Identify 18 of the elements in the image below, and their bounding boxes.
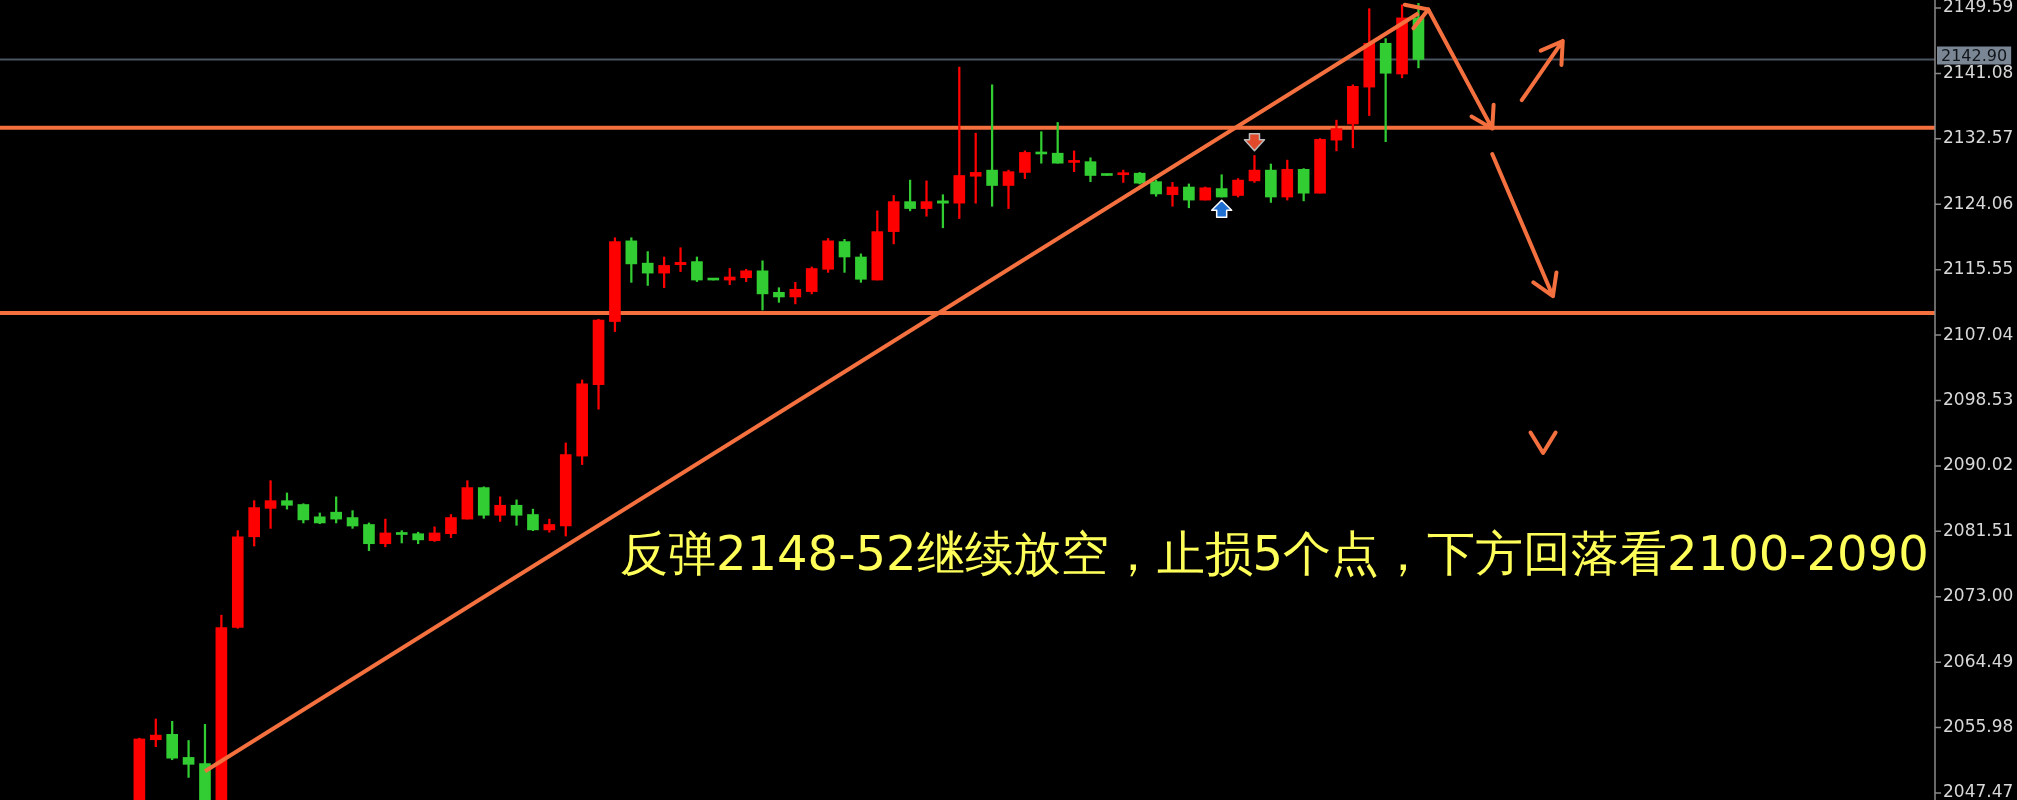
y-tick-label: 2047.47 [1943,781,2014,800]
candlestick [182,740,195,778]
y-tick-label: 2124.06 [1943,192,2014,213]
y-tick-label: 2073.00 [1943,585,2014,606]
y-tick-label: 2149.59 [1943,0,2014,17]
y-tick-label: 2064.49 [1943,650,2014,671]
y-tick-label: 2132.57 [1943,127,2014,148]
y-tick-label: 2090.02 [1943,454,2014,475]
candlestick [920,180,933,217]
y-tick-label: 2055.98 [1943,716,2014,737]
candlestick [264,480,277,529]
y-tick-label: 2098.53 [1943,388,2014,409]
y-tick-label: 2107.04 [1943,323,2014,344]
annotation: 反弹2148-52继续放空，止损5个点，下方回落看2100-2090 [620,524,1929,583]
candlestick [674,247,687,272]
candlestick [1166,182,1179,207]
y-tick-label: 2081.51 [1943,519,2014,540]
y-tick-label: 2115.55 [1943,258,2014,279]
